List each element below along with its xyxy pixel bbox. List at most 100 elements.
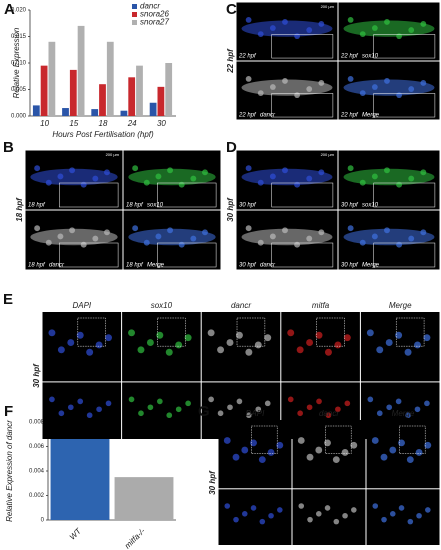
- y-tick-label: 0.008: [29, 420, 45, 426]
- zoom-box: [236, 317, 266, 347]
- cell-signal: [405, 412, 411, 419]
- cell-signal: [404, 348, 412, 356]
- cell-signal: [359, 239, 366, 246]
- cell-signal: [287, 329, 295, 337]
- cell-signal: [333, 518, 340, 525]
- zoom-box: [157, 317, 186, 347]
- cell-signal: [282, 167, 288, 174]
- cell-signal: [86, 412, 93, 419]
- cell-signal: [96, 406, 102, 413]
- cell-signal: [420, 80, 427, 86]
- cell-signal: [332, 456, 340, 464]
- cell-signal: [318, 229, 325, 236]
- zoom-box: [325, 425, 352, 454]
- micrograph: [292, 489, 366, 545]
- cell-signal: [384, 167, 390, 174]
- cell-signal: [233, 516, 239, 523]
- panel-letter: C: [226, 1, 237, 18]
- cell-signal: [138, 410, 144, 417]
- cell-signal: [48, 329, 56, 337]
- y-axis-label: Relative Expression: [12, 27, 21, 98]
- cell-signal: [250, 505, 257, 511]
- cell-signal: [104, 169, 110, 176]
- scale-label: 200 µm: [321, 4, 335, 9]
- inset: [373, 182, 436, 208]
- micrograph: [201, 312, 281, 382]
- column-header: sox10: [151, 301, 173, 310]
- cell-signal: [423, 334, 431, 342]
- cell-signal: [80, 181, 87, 188]
- cell-signal: [264, 400, 271, 407]
- cell-signal: [257, 179, 264, 186]
- cell-signal: [424, 441, 432, 449]
- y-tick-label: 0.020: [11, 8, 27, 14]
- cell-signal: [342, 512, 348, 519]
- tile-channel: sox10: [362, 203, 379, 209]
- column-header: DAPI: [72, 301, 91, 310]
- legend-label: snora26: [140, 10, 169, 19]
- tile-channel: Merge: [147, 263, 165, 269]
- legend-label: snora27: [140, 18, 169, 27]
- cell-signal: [178, 181, 185, 188]
- bar: [120, 110, 128, 116]
- cell-signal: [385, 339, 393, 347]
- cell-signal: [371, 84, 378, 90]
- cell-signal: [269, 25, 276, 31]
- cell-signal: [245, 348, 253, 356]
- tile-stage: 30 hpf: [239, 263, 257, 269]
- inset: [59, 242, 119, 268]
- y-tick-label: 0.015: [11, 34, 27, 40]
- cell-signal: [277, 507, 283, 513]
- cell-signal: [143, 179, 150, 186]
- cell-signal: [57, 346, 65, 354]
- y-tick-label: 0.010: [11, 61, 27, 67]
- cell-signal: [147, 404, 154, 411]
- cell-signal: [67, 339, 75, 347]
- cell-signal: [132, 165, 139, 172]
- cell-signal: [268, 512, 274, 519]
- cell-signal: [269, 84, 276, 90]
- cell-signal: [307, 516, 313, 523]
- tile-stage: 30 hpf: [341, 203, 359, 209]
- bar: [149, 102, 157, 116]
- cell-signal: [306, 175, 313, 182]
- x-tick-label: 15: [69, 119, 78, 128]
- inset: [59, 182, 119, 208]
- cell-signal: [287, 396, 294, 403]
- bar: [48, 41, 56, 116]
- zoom-box: [251, 425, 278, 454]
- cell-signal: [259, 518, 266, 525]
- tile-channel: sox10: [147, 203, 164, 209]
- cell-signal: [347, 165, 354, 172]
- cell-signal: [297, 410, 303, 417]
- panel-letter: F: [4, 403, 13, 420]
- micrograph: [281, 312, 360, 382]
- zoom-box: [399, 425, 426, 454]
- cell-signal: [371, 437, 379, 444]
- cell-signal: [335, 406, 341, 413]
- cell-signal: [137, 346, 145, 354]
- cell-signal: [223, 437, 231, 444]
- column-header: Merge: [389, 301, 412, 310]
- cell-signal: [398, 439, 405, 447]
- cell-signal: [420, 21, 427, 27]
- inset: [271, 182, 334, 208]
- cell-signal: [235, 331, 243, 339]
- cell-signal: [104, 229, 110, 236]
- inset: [157, 242, 217, 268]
- y-axis-label: Relative Expression of dancr: [5, 420, 14, 522]
- cell-signal: [166, 412, 173, 419]
- cell-signal: [156, 331, 164, 339]
- cell-signal: [306, 339, 314, 347]
- cell-signal: [45, 239, 52, 246]
- cell-signal: [334, 341, 342, 349]
- cell-signal: [105, 334, 112, 342]
- tile-stage: 18 hpf: [28, 263, 46, 269]
- cell-signal: [227, 404, 233, 411]
- y-tick-label: 0.000: [11, 114, 27, 120]
- x-tick-label: 10: [40, 119, 49, 128]
- cell-signal: [155, 233, 162, 240]
- cell-signal: [381, 516, 387, 523]
- cell-signal: [414, 341, 421, 349]
